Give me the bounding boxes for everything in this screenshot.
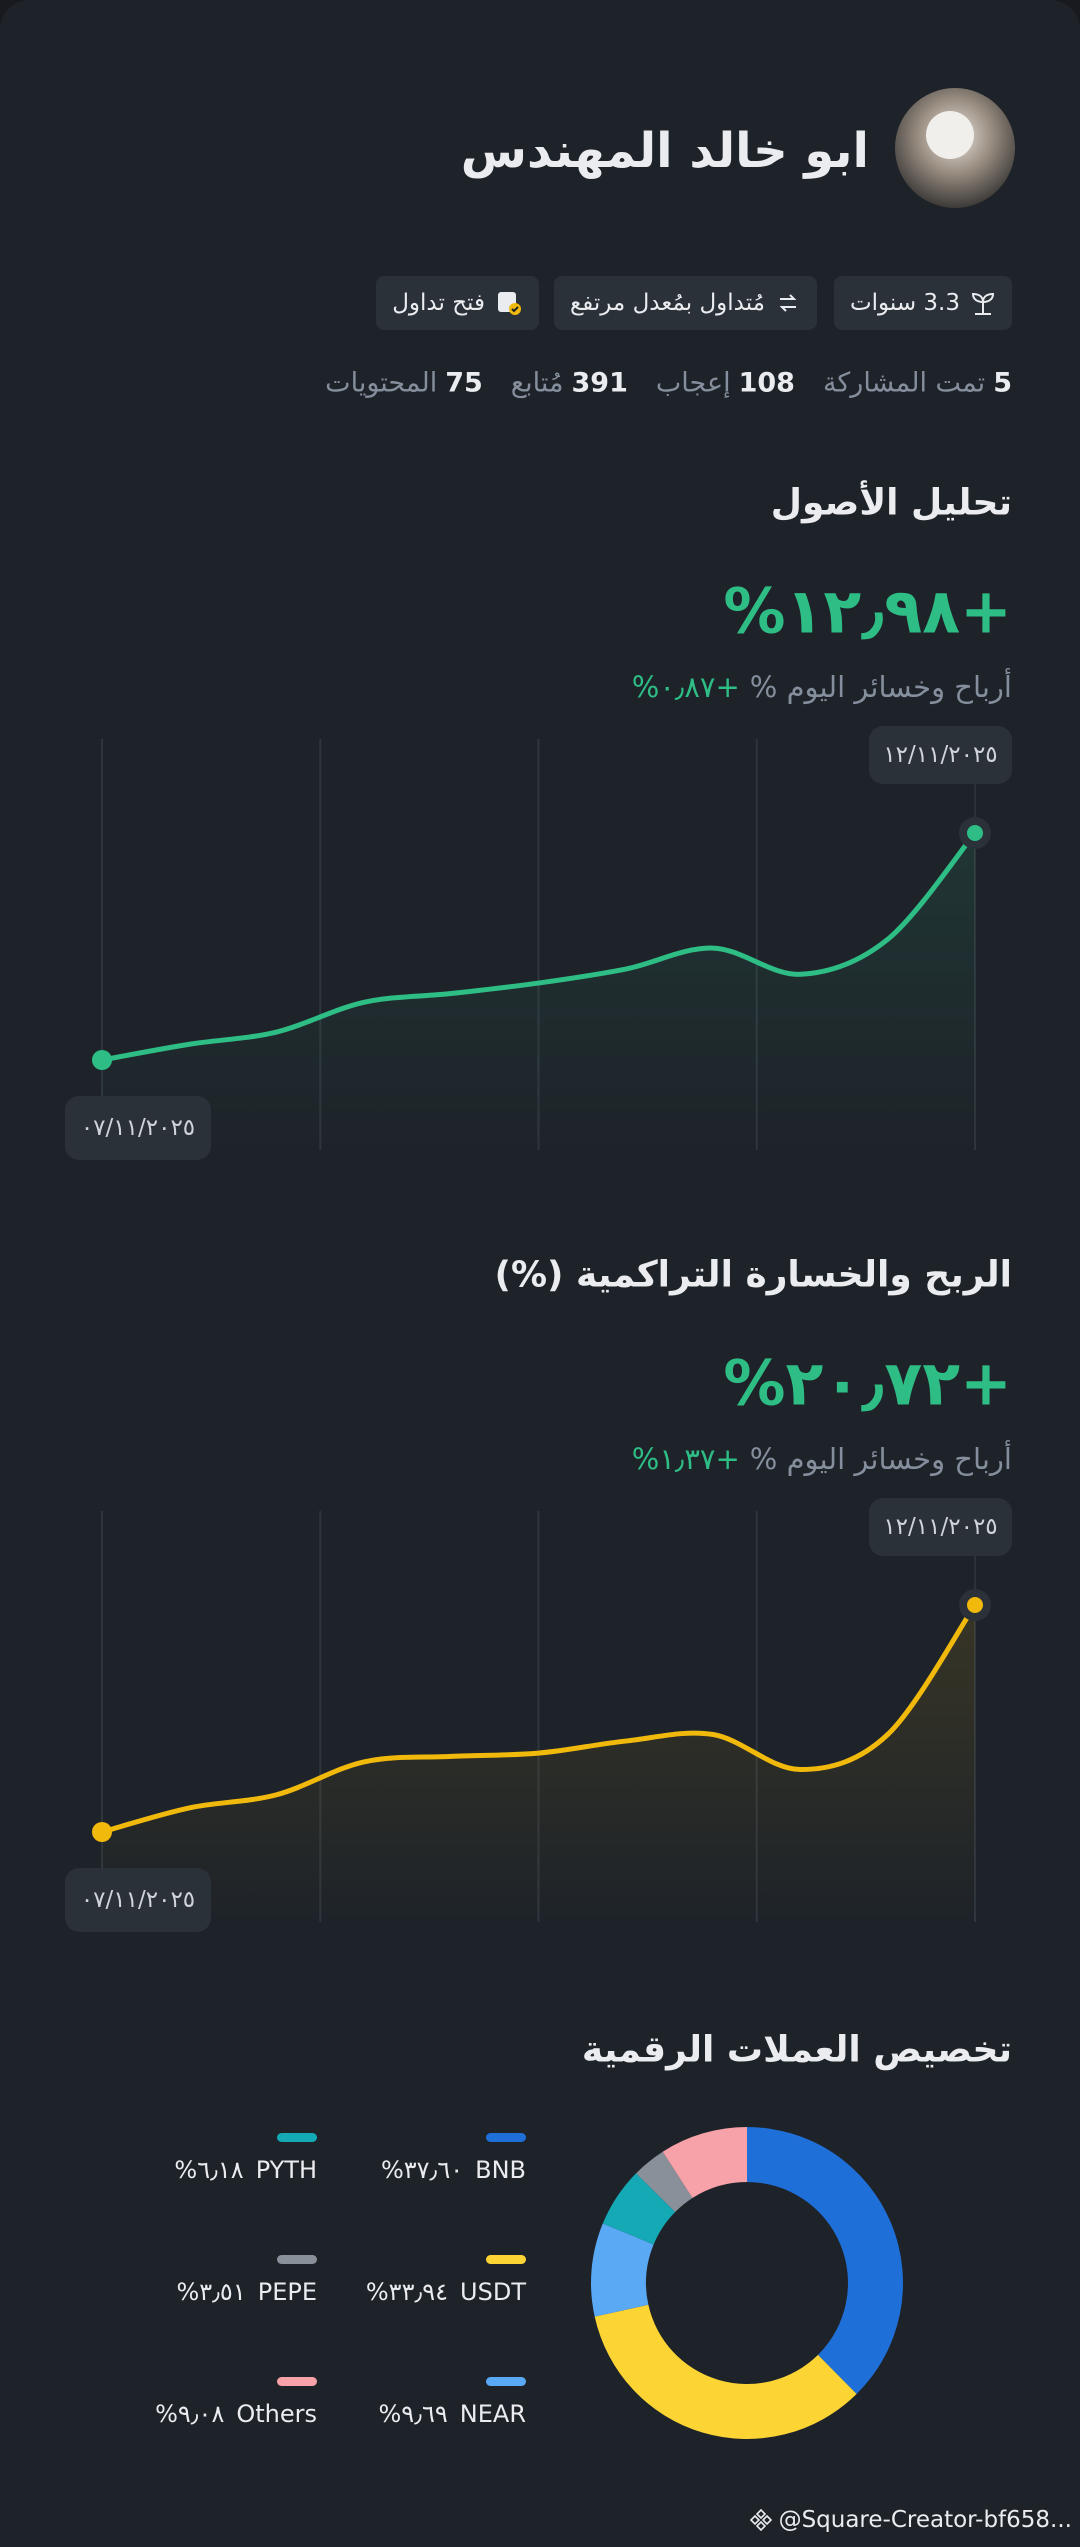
legend-name: Others: [236, 2400, 317, 2428]
today-change: %٠٫٨٧+: [631, 670, 740, 704]
avatar-detail: [926, 111, 974, 159]
badge-icon: [498, 292, 521, 315]
legend-item: Others %٩٫٠٨: [155, 2400, 317, 2428]
date-text: ١٢/١١/٢٠٢٥: [883, 742, 998, 768]
stat-label: إعجاب: [655, 367, 731, 399]
stat-label: المحتويات: [325, 367, 438, 399]
donut-segment: [636, 2151, 693, 2212]
date-tag: ٠٧/١١/٢٠٢٥: [65, 1868, 211, 1932]
legend-swatch: [486, 2255, 526, 2264]
legend-item: PYTH %٦٫١٨: [174, 2156, 317, 2184]
section-title: تخصيص العملات الرقمية: [581, 2029, 1012, 2071]
legend-item: BNB %٣٧٫٦٠: [381, 2156, 526, 2184]
area: [102, 1605, 975, 1922]
today-row: أرباح وخسائر اليوم % %١٫٣٧+: [632, 1442, 1012, 1476]
legend-value: %٣٣٫٩٤: [365, 2278, 449, 2306]
stat-label: تمت المشاركة: [822, 367, 986, 399]
stat: 108 إعجاب: [656, 368, 795, 399]
line: [99, 830, 978, 1063]
section-title: الربح والخسارة التراكمية (%): [494, 1254, 1012, 1296]
legend-swatch: [277, 2133, 317, 2142]
legend-name: NEAR: [459, 2400, 526, 2428]
total-change-value: %٢٠٫٧٢+: [723, 1346, 1012, 1420]
total-change-value: %١٢٫٩٨+: [723, 574, 1012, 648]
badge[interactable]: فتح تداول: [376, 276, 539, 330]
legend-item: USDT %٣٣٫٩٤: [366, 2278, 526, 2306]
legend-swatch: [486, 2133, 526, 2142]
legend-value: %٣٧٫٦٠: [380, 2156, 464, 2184]
legend-value: %٩٫٦٩: [378, 2400, 448, 2428]
profile-name[interactable]: ابو خالد المهندس: [460, 123, 869, 179]
today-row: أرباح وخسائر اليوم % %٠٫٨٧+: [632, 670, 1012, 704]
section-title: تحليل الأصول: [770, 482, 1012, 524]
date-text: ٠٧/١١/٢٠٢٥: [80, 1887, 196, 1913]
legend-swatch: [277, 2255, 317, 2264]
legend-name: BNB: [475, 2156, 526, 2184]
badge-text: 3.3 سنوات: [849, 290, 960, 316]
badge-text: فتح تداول: [392, 290, 485, 316]
stat-value: 391: [571, 367, 628, 399]
donut-segment: [594, 2304, 857, 2440]
legend-value: %٣٫٥١: [176, 2278, 246, 2306]
date-tag: ٠٧/١١/٢٠٢٥: [65, 1096, 211, 1160]
date-tag: ١٢/١١/٢٠٢٥: [869, 726, 1012, 784]
badge-text: مُتداول بمُعدل مرتفع: [569, 290, 765, 316]
legend-value: %٩٫٠٨: [155, 2400, 225, 2428]
donut-segment: [602, 2173, 676, 2245]
legend-name: PYTH: [255, 2156, 317, 2184]
date-tag: ١٢/١١/٢٠٢٥: [869, 1498, 1012, 1556]
badge: مُتداول بمُعدل مرتفع: [553, 276, 817, 330]
today-change: %١٫٣٧+: [631, 1442, 740, 1476]
footer-text: @Square-Creator-bf658...: [778, 2507, 1072, 2533]
footer: @Square-Creator-bf658...: [749, 2507, 1072, 2533]
line: [99, 1602, 978, 1835]
area: [102, 833, 975, 1150]
donut-segment: [662, 2127, 747, 2198]
end-point: [967, 1597, 983, 1613]
badge: 3.3 سنوات: [833, 276, 1012, 330]
badge-icon: [971, 292, 995, 315]
stat: 391 مُتابع: [511, 368, 628, 399]
stat-value: 75: [445, 367, 483, 399]
total-change: %١٢٫٩٨+: [723, 575, 1012, 648]
stat-value: 108: [738, 367, 795, 399]
date-text: ٠٧/١١/٢٠٢٥: [80, 1115, 196, 1141]
end-point: [967, 825, 983, 841]
today-label: أرباح وخسائر اليوم %: [749, 1442, 1012, 1476]
stat: 75 المحتويات: [325, 368, 483, 399]
legend-item: PEPE %٣٫٥١: [176, 2278, 317, 2306]
legend-swatch: [486, 2377, 526, 2386]
footer-logo: [749, 2508, 772, 2532]
donut-segment: [591, 2223, 654, 2317]
legend-swatch: [277, 2377, 317, 2386]
stat-value: 5: [993, 367, 1012, 399]
date-text: ١٢/١١/٢٠٢٥: [883, 1514, 998, 1540]
start-point: [92, 1822, 112, 1842]
legend-name: USDT: [460, 2278, 526, 2306]
legend-item: NEAR %٩٫٦٩: [379, 2400, 527, 2428]
legend-name: PEPE: [257, 2278, 317, 2306]
stats-row: 5 تمت المشاركة 108 إعجاب 391 مُتابع 75 المحتويا…: [325, 368, 1012, 399]
legend-value: %٦٫١٨: [174, 2156, 244, 2184]
total-change: %٢٠٫٧٢+: [723, 1347, 1012, 1420]
donut-segment: [747, 2127, 904, 2394]
today-label: أرباح وخسائر اليوم %: [749, 670, 1012, 704]
stat-label: مُتابع: [510, 367, 564, 399]
start-point: [92, 1050, 112, 1070]
stat: 5 تمت المشاركة: [823, 368, 1012, 399]
badge-icon: [779, 294, 797, 312]
